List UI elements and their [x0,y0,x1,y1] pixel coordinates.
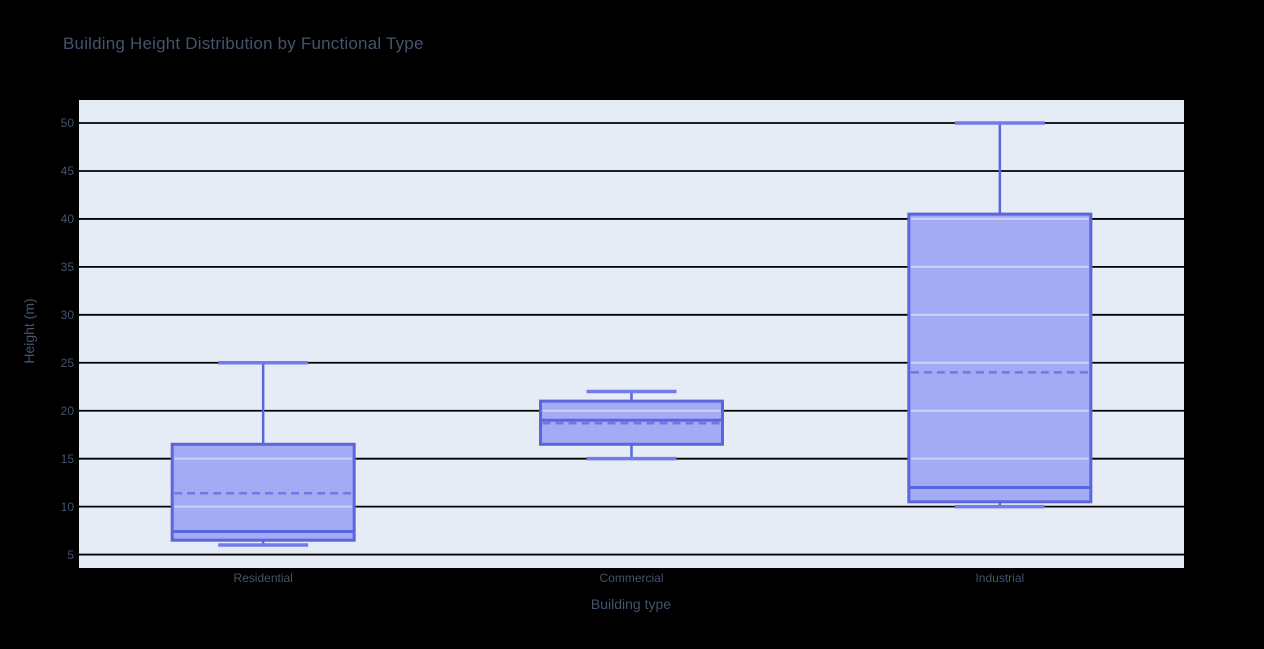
y-tick-label-35: 35 [60,259,74,274]
y-tick-label-30: 30 [60,307,74,322]
x-axis-title: Building type [590,596,672,612]
y-tick-label-40: 40 [60,211,74,226]
y-axis-title: Height (m) [21,298,37,364]
chart-title: Building Height Distribution by Function… [63,34,424,53]
y-tick-label-5: 5 [67,547,74,562]
y-tick-label-10: 10 [60,499,74,514]
box-commercial [539,399,724,446]
y-tick-label-45: 45 [60,163,74,178]
x-tick-label-commercial: Commercial [599,571,664,585]
x-tick-label-residential: Residential [233,571,293,585]
x-tick-label-industrial: Industrial [975,571,1025,585]
y-tick-label-20: 20 [60,403,74,418]
y-tick-label-15: 15 [60,451,74,466]
y-tick-label-25: 25 [60,355,74,370]
y-tick-label-50: 50 [60,116,74,131]
box-industrial [907,212,1093,504]
